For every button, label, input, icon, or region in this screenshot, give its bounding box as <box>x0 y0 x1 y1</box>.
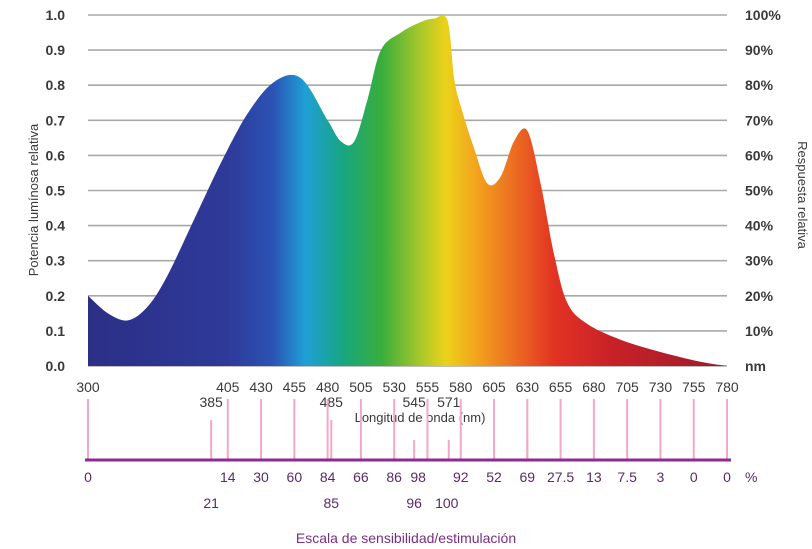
scale-value: 86 <box>386 469 402 485</box>
y-tick-label: 0.1 <box>46 323 66 339</box>
x-tick-label-secondary: 545 <box>402 394 426 410</box>
y-tick-label: 0.7 <box>46 112 66 128</box>
scale-value: 69 <box>520 469 536 485</box>
scale-value: 14 <box>220 469 236 485</box>
scale-value: 52 <box>486 469 502 485</box>
x-tick-label: 580 <box>449 379 473 395</box>
scale-value: 0 <box>723 469 731 485</box>
scale-value-secondary: 100 <box>435 495 459 511</box>
y-tick-label: 0.0 <box>46 358 66 374</box>
y-right-tick-label: 90% <box>745 42 774 58</box>
y-right-tick-label: 30% <box>745 253 774 269</box>
scale-value: 0 <box>690 469 698 485</box>
scale-value: 84 <box>320 469 336 485</box>
x-tick-label: 455 <box>283 379 307 395</box>
y-right-axis-title: Respuesta relativa <box>795 141 810 249</box>
y-right-tick-label: 80% <box>745 77 774 93</box>
scale-value: 30 <box>253 469 269 485</box>
y-right-tick-label: 20% <box>745 288 774 304</box>
y-right-tick-label: 70% <box>745 112 774 128</box>
x-tick-label-secondary: 385 <box>199 394 223 410</box>
y-tick-label: 0.6 <box>46 147 66 163</box>
y-tick-label: 0.2 <box>46 288 66 304</box>
x-tick-label: 655 <box>549 379 573 395</box>
scale-value: 98 <box>410 469 426 485</box>
scale-value-secondary: 96 <box>406 495 422 511</box>
scale-value-secondary: 85 <box>323 495 339 511</box>
y-right-tick-label: nm <box>745 358 766 374</box>
y-tick-label: 0.8 <box>46 77 66 93</box>
x-tick-label-secondary: 571 <box>437 394 461 410</box>
scale-value: 92 <box>453 469 469 485</box>
y-tick-label: 0.4 <box>46 218 66 234</box>
x-tick-label: 430 <box>249 379 273 395</box>
spectrum-area <box>88 15 727 366</box>
x-tick-label: 530 <box>383 379 407 395</box>
x-tick-label: 300 <box>76 379 100 395</box>
scale-value: 66 <box>353 469 369 485</box>
scale-value: 27.5 <box>547 469 574 485</box>
x-tick-label: 780 <box>715 379 739 395</box>
x-tick-label: 680 <box>582 379 606 395</box>
y-tick-label: 0.3 <box>46 253 66 269</box>
x-tick-label: 405 <box>216 379 240 395</box>
y-tick-label: 0.9 <box>46 42 66 58</box>
y-right-tick-label: 100% <box>745 7 781 23</box>
x-tick-label: 555 <box>416 379 440 395</box>
scale-unit: % <box>745 469 757 485</box>
y-tick-label: 0.5 <box>46 183 66 199</box>
scale-value: 13 <box>586 469 602 485</box>
y-right-tick-label: 60% <box>745 147 774 163</box>
scale-value: 7.5 <box>617 469 637 485</box>
x-tick-label-secondary: 485 <box>320 394 344 410</box>
y-right-tick-label: 50% <box>745 183 774 199</box>
scale-value-secondary: 21 <box>203 495 219 511</box>
x-axis-title: Longitud de onda (nm) <box>355 410 486 425</box>
scale-title: Escala de sensibilidad/estimulación <box>296 530 516 546</box>
y-axis-title: Potencia lumínosa relativa <box>26 123 41 276</box>
scale-value: 0 <box>84 469 92 485</box>
y-right-tick-label: 10% <box>745 323 774 339</box>
y-tick-label: 1.0 <box>46 7 66 23</box>
y-right-tick-label: 40% <box>745 218 774 234</box>
scale-value: 60 <box>287 469 303 485</box>
x-tick-label: 480 <box>316 379 340 395</box>
scale-value: 3 <box>657 469 665 485</box>
x-tick-label: 755 <box>682 379 706 395</box>
x-tick-label: 730 <box>649 379 673 395</box>
x-tick-label: 630 <box>516 379 540 395</box>
x-tick-label: 505 <box>349 379 373 395</box>
x-tick-label: 605 <box>482 379 506 395</box>
x-tick-label: 705 <box>615 379 639 395</box>
